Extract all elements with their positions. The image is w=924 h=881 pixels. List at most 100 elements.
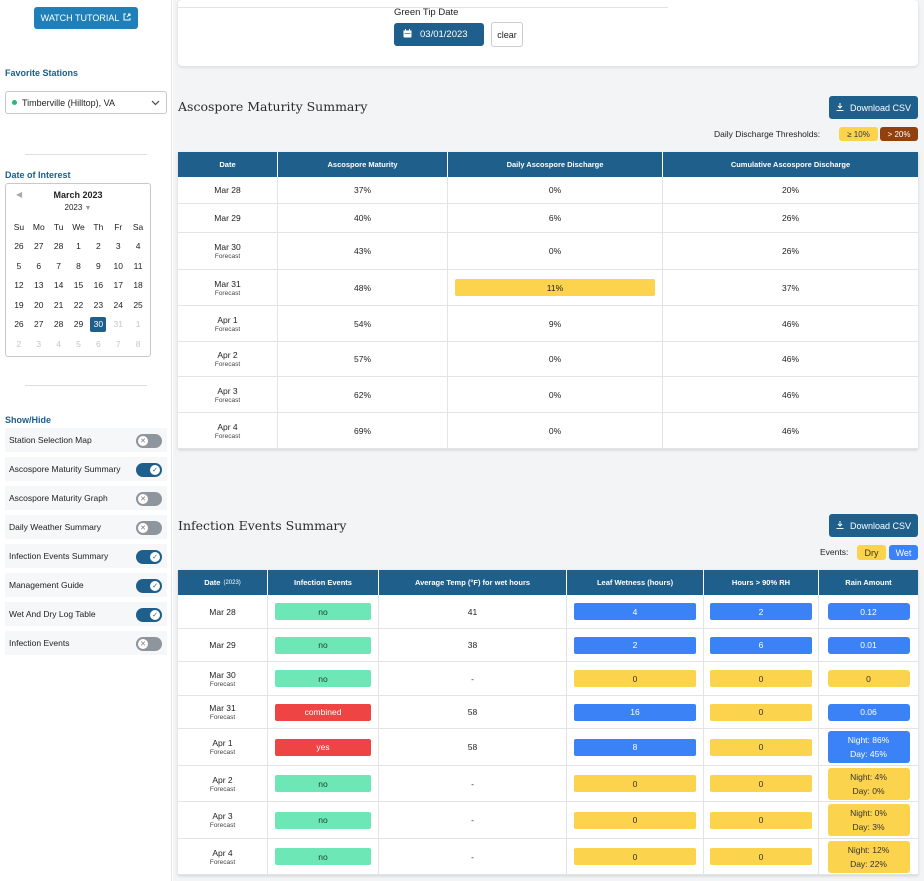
calendar-day[interactable]: 27 (29, 237, 49, 257)
calendar-day[interactable]: 28 (49, 237, 69, 257)
column-header: Rain Amount (819, 570, 918, 595)
calendar-day[interactable]: 7 (108, 334, 128, 354)
toggle-switch[interactable]: ✕ (136, 637, 162, 651)
date-cell: Apr 2 Forecast (178, 342, 278, 376)
calendar-day[interactable]: 26 (9, 237, 29, 257)
calendar-day[interactable]: 9 (88, 256, 108, 276)
calendar-day[interactable]: 4 (128, 237, 148, 257)
rh-hours-cell: 6 (704, 629, 819, 661)
calendar-day[interactable]: 1 (69, 237, 89, 257)
calendar-day[interactable]: 6 (29, 256, 49, 276)
calendar-prev-icon[interactable]: ◀ (16, 190, 23, 199)
calendar-day[interactable]: 1 (128, 315, 148, 335)
calendar-day[interactable]: 5 (69, 334, 89, 354)
toggle-switch[interactable]: ✓ (136, 579, 162, 593)
calendar-day[interactable]: 21 (49, 295, 69, 315)
calendar-day[interactable]: 28 (49, 315, 69, 335)
row-date: Mar 31 (209, 703, 236, 713)
rh-hours-pill: 6 (710, 636, 812, 654)
daily-discharge-value: 0% (548, 185, 562, 195)
calendar-day[interactable]: 20 (29, 295, 49, 315)
calendar-year-select[interactable]: 2023 ▼ (6, 203, 150, 212)
avg-temp-value: 38 (467, 640, 478, 650)
row-date: Apr 4 (217, 421, 238, 432)
green-tip-date-button[interactable]: 03/01/2023 (394, 23, 484, 46)
rain-amount-cell: Night: 4% Day: 0% (819, 766, 918, 801)
calendar-day[interactable]: 16 (88, 276, 108, 296)
main-content: Green Tip Date 03/01/2023 clear Ascospor… (173, 0, 924, 881)
calendar-day[interactable]: 17 (108, 276, 128, 296)
column-header-year: (2023) (223, 579, 241, 586)
calendar-day[interactable]: 13 (29, 276, 49, 296)
maturity-value: 37% (353, 185, 371, 195)
clear-date-button[interactable]: clear (491, 22, 523, 47)
infection-event-pill: no (275, 603, 371, 620)
calendar-day[interactable]: 5 (9, 256, 29, 276)
calendar-day[interactable]: 12 (9, 276, 29, 296)
divider (25, 154, 147, 155)
toggle-row: Management Guide ✓ (5, 573, 167, 597)
calendar-day[interactable]: 18 (128, 276, 148, 296)
watch-tutorial-button[interactable]: WATCH TUTORIAL (34, 7, 138, 29)
calendar-day[interactable]: 8 (128, 334, 148, 354)
calendar-day[interactable]: 29 (69, 315, 89, 335)
date-cell: Mar 30 Forecast (178, 233, 278, 269)
forecast-label: Forecast (209, 680, 236, 688)
calendar-day[interactable]: 25 (128, 295, 148, 315)
calendar-day[interactable]: 3 (29, 334, 49, 354)
calendar-weekday: We (72, 221, 85, 232)
rain-amount-cell: Night: 86% Day: 45% (819, 729, 918, 765)
row-date: Mar 28 (209, 606, 236, 617)
calendar-day[interactable]: 22 (69, 295, 89, 315)
calendar-day[interactable]: 31 (108, 315, 128, 335)
calendar-day[interactable]: 19 (9, 295, 29, 315)
rain-amount-box: Night: 12% Day: 22% (827, 840, 910, 873)
calendar-day[interactable]: 27 (29, 315, 49, 335)
favorite-stations-title: Favorite Stations (5, 68, 79, 78)
infection-download-csv-button[interactable]: Download CSV (829, 514, 918, 537)
toggle-switch[interactable]: ✕ (136, 434, 162, 448)
date-cell: Mar 28 (178, 595, 268, 628)
calendar-day[interactable]: 2 (9, 334, 29, 354)
maturity-value: 69% (353, 425, 371, 436)
rain-amount-value: Day: 0% (852, 785, 885, 796)
toggle-switch[interactable]: ✓ (136, 463, 162, 477)
calendar-day[interactable]: 11 (128, 256, 148, 276)
calendar-day[interactable]: 6 (88, 334, 108, 354)
forecast-label: Forecast (209, 785, 236, 793)
show-hide-title: Show/Hide (5, 415, 52, 425)
calendar-month[interactable]: March 2023 (53, 190, 103, 200)
infection-table-header: Date (2023) Infection Events Average Temp (… (178, 570, 918, 595)
calendar-day[interactable]: 15 (69, 276, 89, 296)
leaf-wetness-pill: 4 (574, 603, 696, 620)
calendar-day[interactable]: 23 (88, 295, 108, 315)
calendar-day[interactable]: 26 (9, 315, 29, 335)
cumulative-discharge-value: 20% (781, 185, 799, 195)
calendar-day[interactable]: 4 (49, 334, 69, 354)
infection-event-cell: no (268, 595, 379, 628)
calendar-day-selected[interactable]: 30 (88, 315, 108, 335)
calendar-day[interactable]: 10 (108, 256, 128, 276)
calendar-day[interactable]: 14 (49, 276, 69, 296)
calendar-day[interactable]: 8 (69, 256, 89, 276)
avg-temp-cell: - (379, 766, 567, 801)
toggle-switch[interactable]: ✓ (136, 550, 162, 564)
calendar-day[interactable]: 7 (49, 256, 69, 276)
calendar-day[interactable]: 24 (108, 295, 128, 315)
row-date: Apr 3 (212, 811, 233, 821)
date-cell: Mar 31 Forecast (178, 696, 268, 728)
date-cell: Mar 29 (178, 204, 278, 232)
station-select[interactable]: Timberville (Hilltop), VA (5, 91, 167, 114)
toggle-switch[interactable]: ✓ (136, 608, 162, 622)
toggle-switch[interactable]: ✕ (136, 521, 162, 535)
calendar-day[interactable]: 3 (108, 237, 128, 257)
rain-amount-value: 0.12 (860, 606, 877, 617)
date-cell: Apr 1 Forecast (178, 306, 278, 341)
row-date: Mar 30 (214, 242, 241, 252)
date-cell: Apr 3 Forecast (178, 802, 268, 838)
maturity-cell: 62% (278, 377, 448, 412)
calendar-weekday: Mo (32, 221, 45, 232)
calendar-day[interactable]: 2 (88, 237, 108, 257)
ascospore-download-csv-button[interactable]: Download CSV (829, 96, 918, 119)
toggle-switch[interactable]: ✕ (136, 492, 162, 506)
